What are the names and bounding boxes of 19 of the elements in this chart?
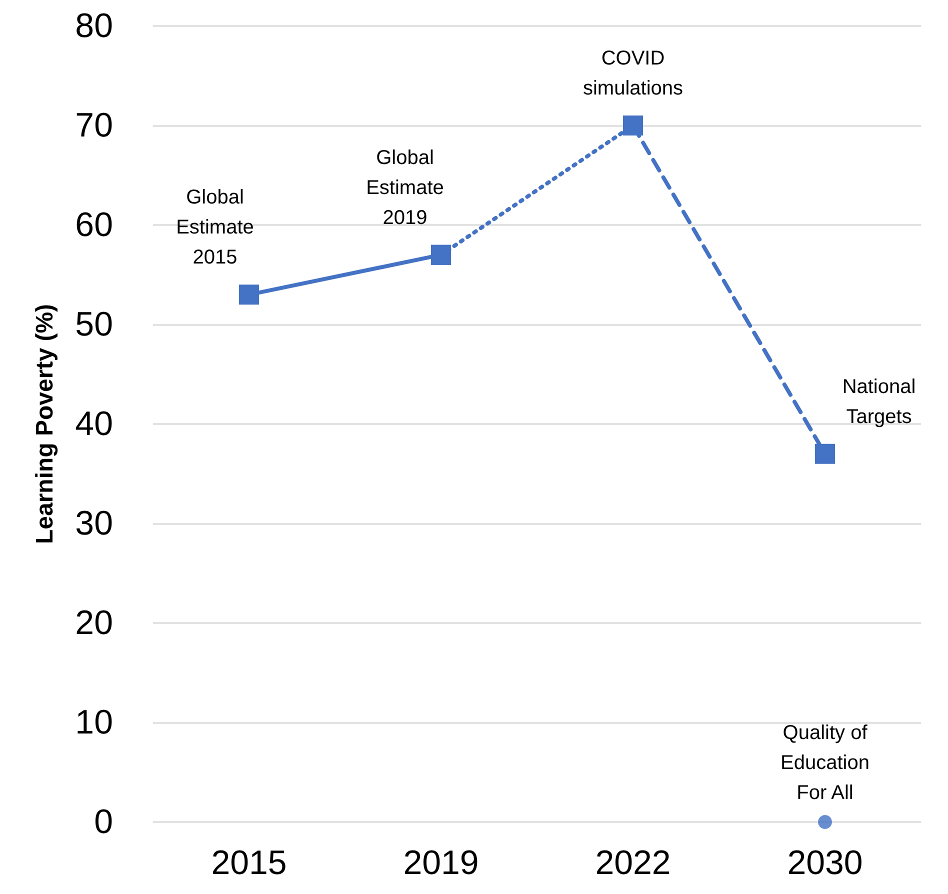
x-tick-label: 2022: [595, 844, 671, 882]
x-tick-label: 2019: [403, 844, 479, 882]
annotation: National Targets: [842, 376, 916, 428]
y-tick-label: 60: [75, 206, 113, 244]
y-tick-label: 70: [75, 106, 113, 144]
y-tick-label: 80: [75, 7, 113, 45]
annotation: Global Estimate 2015: [176, 186, 254, 269]
x-tick-label: 2015: [211, 844, 287, 882]
y-tick-label: 10: [75, 704, 113, 742]
y-tick-label: 0: [94, 803, 113, 841]
y-tick-label: 30: [75, 504, 113, 542]
y-tick-label: 50: [75, 306, 113, 344]
y-tick-label: 40: [75, 405, 113, 443]
y-tick-label: 20: [75, 604, 113, 642]
annotation: COVID simulations: [582, 48, 684, 100]
y-axis-title: Learning Poverty (%): [32, 304, 58, 544]
annotation: Global Estimate 2019: [366, 146, 444, 229]
x-tick-label: 2030: [787, 844, 863, 882]
annotation: Quality of Education For All: [780, 722, 870, 804]
